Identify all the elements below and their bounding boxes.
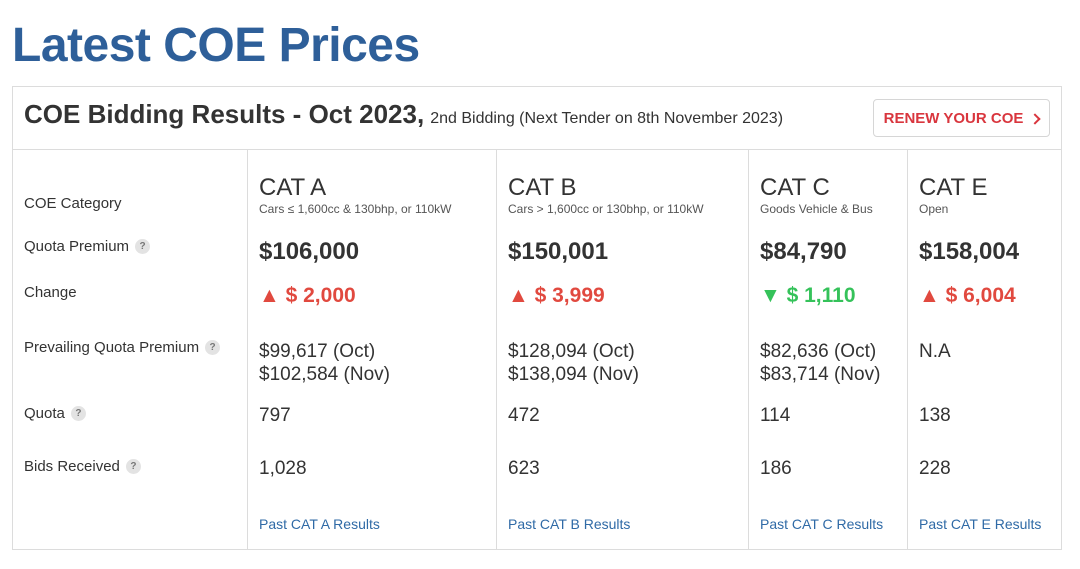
bids-received-value: 186	[760, 458, 792, 479]
pqp-nov: $138,094 (Nov)	[508, 364, 639, 385]
label-column: COE Category Quota Premium ? Change Prev…	[13, 150, 247, 549]
quota-premium-value: $84,790	[760, 238, 847, 265]
category-column-cat-c: CAT C Goods Vehicle & Bus $84,790 ▼ $ 1,…	[748, 150, 907, 549]
card-header: COE Bidding Results - Oct 2023, 2nd Biddi…	[13, 87, 1061, 150]
category-column-cat-b: CAT B Cars > 1,600cc or 130bhp, or 110kW…	[496, 150, 748, 549]
label-bids-text: Bids Received	[24, 458, 120, 475]
prevailing-quota-premium-value: $128,094 (Oct) $138,094 (Nov)	[508, 340, 639, 386]
chevron-right-icon	[1029, 112, 1042, 125]
category-description: Cars ≤ 1,600cc & 130bhp, or 110kW	[259, 202, 452, 216]
change-value: ▲ $ 3,999	[508, 284, 605, 307]
past-results-link[interactable]: Past CAT C Results	[760, 516, 884, 532]
renew-coe-label: RENEW YOUR COE	[883, 109, 1024, 127]
category-name: CAT E	[919, 174, 988, 201]
results-grid: COE Category Quota Premium ? Change Prev…	[13, 150, 1061, 549]
label-coe-category: COE Category	[24, 195, 122, 212]
bids-received-value: 1,028	[259, 458, 307, 479]
label-quota-premium-text: Quota Premium	[24, 238, 130, 255]
label-prevailing-quota-premium: Prevailing Quota Premium ?	[24, 339, 221, 356]
category-column-cat-e: CAT E Open $158,004 ▲ $ 6,004 N.A 138 22…	[907, 150, 1061, 549]
category-name: CAT B	[508, 174, 577, 201]
quota-premium-value: $158,004	[919, 238, 1020, 265]
change-value: ▲ $ 2,000	[259, 284, 356, 307]
category-description: Open	[919, 202, 949, 216]
category-column-cat-a: CAT A Cars ≤ 1,600cc & 130bhp, or 110kW …	[247, 150, 496, 549]
page-title: Latest COE Prices	[12, 19, 420, 72]
prevailing-quota-premium-value: $82,636 (Oct) $83,714 (Nov)	[760, 340, 880, 386]
bids-received-value: 228	[919, 458, 951, 479]
category-name: CAT C	[760, 174, 830, 201]
change-value: ▲ $ 6,004	[919, 284, 1016, 307]
category-name: CAT A	[259, 174, 327, 201]
bidding-title: COE Bidding Results - Oct 2023,	[24, 99, 425, 129]
bids-received-value: 623	[508, 458, 540, 479]
label-quota: Quota ?	[24, 405, 86, 422]
quota-premium-value: $150,001	[508, 238, 609, 265]
quota-premium-value: $106,000	[259, 238, 360, 265]
quota-value: 797	[259, 405, 291, 426]
coe-results-card: COE Bidding Results - Oct 2023, 2nd Biddi…	[12, 86, 1062, 550]
label-coe-category-text: COE Category	[24, 195, 122, 212]
card-title: COE Bidding Results - Oct 2023, 2nd Biddi…	[24, 99, 783, 130]
bidding-subtitle: 2nd Bidding (Next Tender on 8th November…	[430, 110, 784, 127]
quota-value: 114	[760, 405, 791, 426]
pqp-oct: $128,094 (Oct)	[508, 341, 635, 362]
category-description: Goods Vehicle & Bus	[760, 202, 873, 216]
renew-coe-button[interactable]: RENEW YOUR COE	[873, 99, 1050, 137]
label-prevailing-text: Prevailing Quota Premium	[24, 339, 200, 356]
prevailing-quota-premium-value: N.A	[919, 340, 951, 363]
past-results-link[interactable]: Past CAT B Results	[508, 516, 631, 532]
help-icon[interactable]: ?	[135, 239, 151, 254]
quota-value: 138	[919, 405, 951, 426]
past-results-link[interactable]: Past CAT A Results	[259, 516, 380, 532]
help-icon[interactable]: ?	[205, 340, 221, 355]
prevailing-quota-premium-value: $99,617 (Oct) $102,584 (Nov)	[259, 340, 390, 386]
label-quota-premium: Quota Premium ?	[24, 238, 151, 255]
help-icon[interactable]: ?	[125, 459, 141, 474]
category-description: Cars > 1,600cc or 130bhp, or 110kW	[508, 202, 704, 216]
label-change: Change	[24, 284, 77, 301]
quota-value: 472	[508, 405, 540, 426]
pqp-oct: $82,636 (Oct)	[760, 341, 877, 362]
label-quota-text: Quota	[24, 405, 65, 422]
pqp-nov: $102,584 (Nov)	[259, 364, 390, 385]
pqp-nov: $83,714 (Nov)	[760, 364, 881, 385]
label-change-text: Change	[24, 284, 77, 301]
change-value: ▼ $ 1,110	[760, 284, 856, 307]
past-results-link[interactable]: Past CAT E Results	[919, 516, 1042, 532]
help-icon[interactable]: ?	[70, 406, 86, 421]
pqp-oct: $99,617 (Oct)	[259, 341, 376, 362]
label-bids-received: Bids Received ?	[24, 458, 141, 475]
pqp-oct: N.A	[919, 341, 951, 362]
